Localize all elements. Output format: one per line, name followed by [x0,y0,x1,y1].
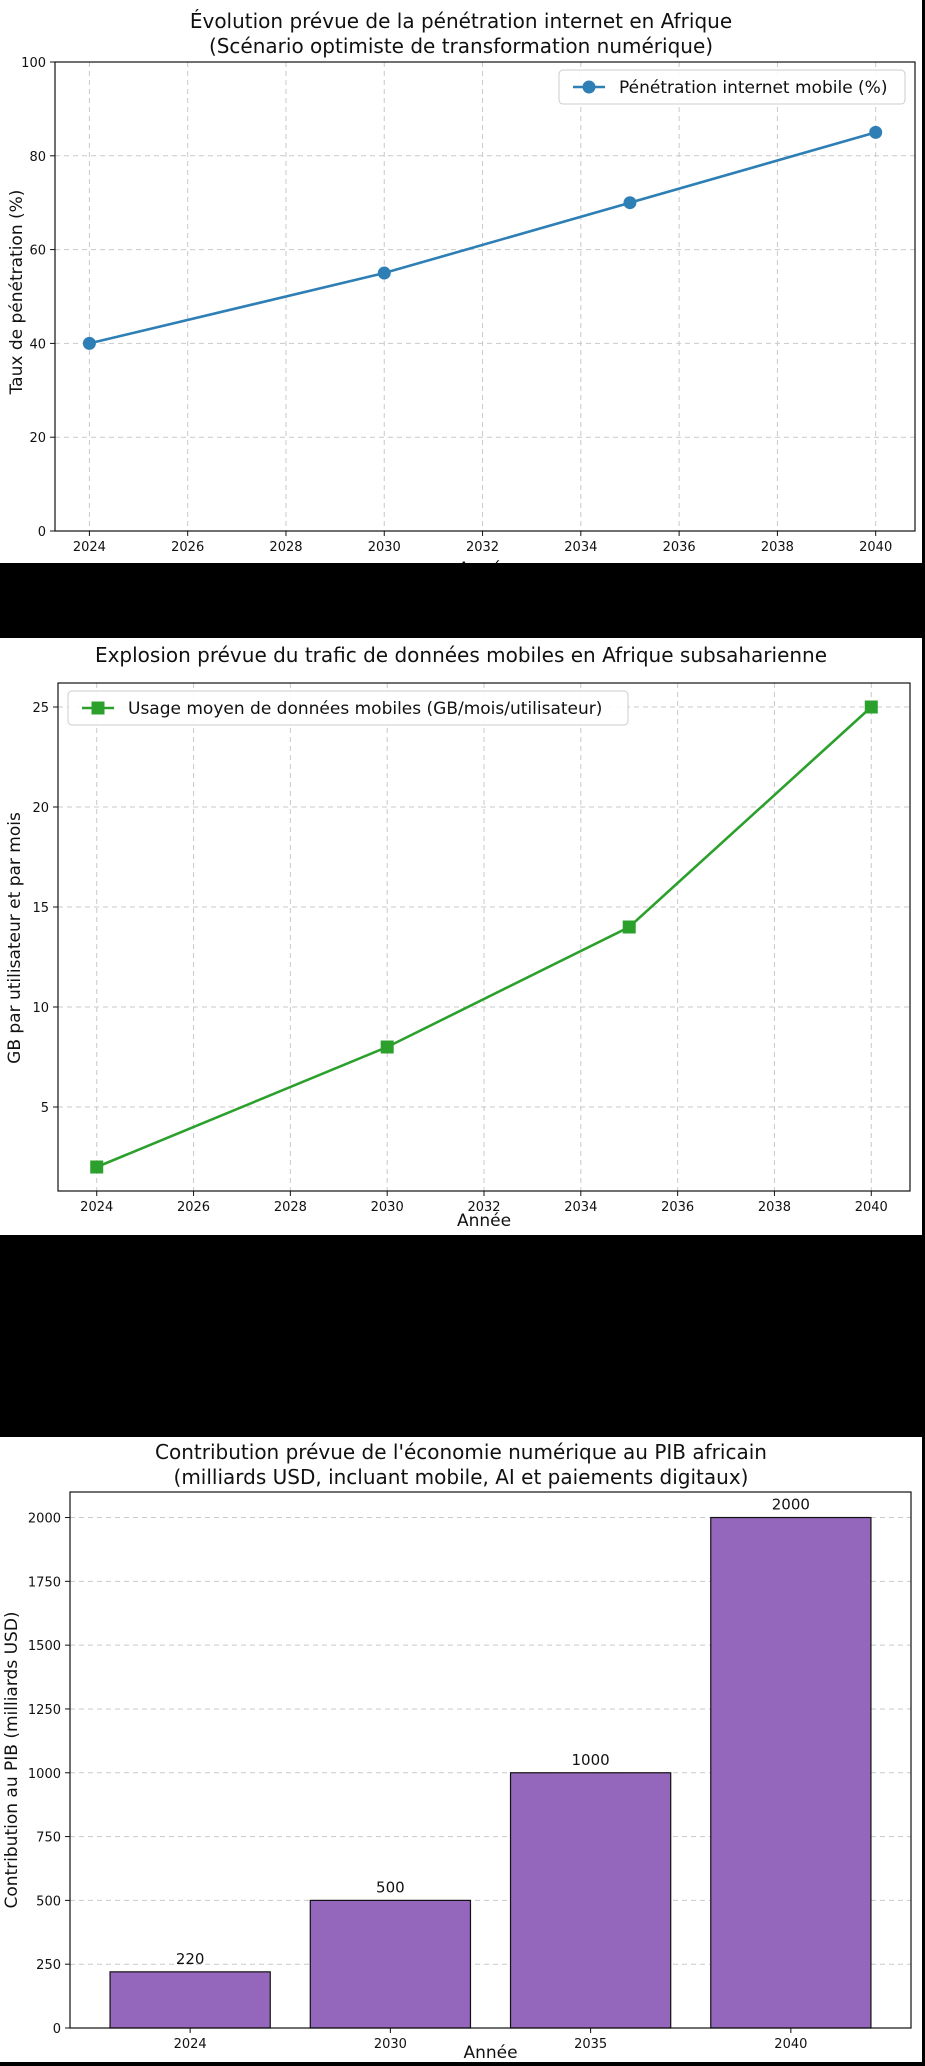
x-tick-label: 2038 [758,1200,791,1215]
y-tick-label: 10 [32,1001,49,1016]
bar-value-label: 2000 [772,1496,810,1514]
x-tick-label: 2032 [467,1200,500,1215]
y-tick-label: 60 [29,244,46,259]
data-point [380,1040,394,1054]
data-point [82,336,96,350]
bar [309,1899,472,2029]
chart-title: Explosion prévue du trafic de données mo… [95,643,827,667]
x-axis-label: Année [463,2043,517,2062]
plot-frame [69,1491,912,2029]
y-axis-label: Taux de pénétration (%) [7,190,27,396]
bar [710,1516,872,2029]
y-tick-label: 500 [36,1894,61,1909]
x-tick-label: 2030 [371,1200,404,1215]
x-tick-label: 2028 [274,1200,307,1215]
x-tick-label: 2038 [761,540,794,555]
y-tick-label: 1750 [28,1575,61,1590]
y-tick-label: 40 [29,337,46,352]
plot-frame [54,61,916,532]
x-tick-label: 2036 [661,1200,694,1215]
legend-label: Usage moyen de données mobiles (GB/mois/… [128,699,602,719]
chart-panel-gdp-contribution: Contribution prévue de l'économie numéri… [0,1437,922,2062]
y-tick-label: 1250 [28,1703,61,1718]
mobile-data-line-chart: Explosion prévue du trafic de données mo… [5,643,911,1231]
x-tick-label: 2040 [774,2037,807,2052]
legend-box [558,69,906,105]
x-tick-label: 2028 [269,540,302,555]
y-axis-label: GB par utilisateur et par mois [5,812,25,1064]
chart-subtitle: (Scénario optimiste de transformation nu… [209,34,713,58]
bar-value-label: 220 [176,1950,205,1968]
y-tick-label: 15 [32,901,49,916]
x-tick-label: 2030 [368,540,401,555]
legend-box [67,690,629,726]
bar [509,1772,672,2029]
y-tick-label: 100 [21,56,46,71]
chart-panel-internet-penetration: Évolution prévue de la pénétration inter… [0,0,922,563]
bar-value-label: 1000 [572,1751,610,1769]
bar-value-label: 500 [376,1878,405,1896]
data-point [864,700,878,714]
x-tick-label: 2024 [80,1200,113,1215]
y-tick-label: 750 [36,1831,61,1846]
legend-marker [91,701,105,715]
data-point [377,266,391,280]
data-point [869,125,883,139]
legend-label: Pénétration internet mobile (%) [619,78,887,98]
y-tick-label: 1500 [28,1639,61,1654]
y-tick-label: 0 [53,2022,61,2037]
bar [109,1971,271,2029]
x-axis-label: Année [458,559,512,563]
y-tick-label: 5 [41,1101,49,1116]
penetration-line-chart: Évolution prévue de la pénétration inter… [7,9,916,563]
legend-marker [582,80,596,94]
y-tick-label: 25 [32,701,49,716]
x-tick-label: 2036 [663,540,696,555]
x-tick-label: 2024 [73,540,106,555]
y-tick-label: 20 [29,431,46,446]
x-tick-label: 2040 [855,1200,888,1215]
y-tick-label: 80 [29,150,46,165]
chart-title: Contribution prévue de l'économie numéri… [155,1440,767,1464]
x-tick-label: 2034 [564,540,597,555]
x-tick-label: 2035 [574,2037,607,2052]
x-axis-label: Année [457,1211,511,1231]
data-point [623,196,637,210]
x-tick-label: 2032 [466,540,499,555]
data-point [622,920,636,934]
chart-title: Évolution prévue de la pénétration inter… [190,9,732,33]
plot-frame [57,682,911,1192]
data-point [90,1160,104,1174]
y-tick-label: 1000 [28,1767,61,1782]
chart-panel-mobile-data: Explosion prévue du trafic de données mo… [0,638,922,1235]
x-tick-label: 2026 [177,1200,210,1215]
series-line [89,131,877,345]
x-tick-label: 2034 [564,1200,597,1215]
y-tick-label: 250 [36,1958,61,1973]
y-tick-label: 20 [32,801,49,816]
x-tick-label: 2040 [859,540,892,555]
x-tick-label: 2024 [174,2037,207,2052]
chart-subtitle: (milliards USD, incluant mobile, AI et p… [174,1465,749,1489]
y-axis-label: Contribution au PIB (milliards USD) [2,1611,22,1908]
y-tick-label: 0 [38,525,46,540]
series-line [96,706,873,1169]
y-tick-label: 2000 [28,1512,61,1527]
gdp-bar-chart: Contribution prévue de l'économie numéri… [2,1440,912,2062]
x-tick-label: 2026 [171,540,204,555]
x-tick-label: 2030 [374,2037,407,2052]
